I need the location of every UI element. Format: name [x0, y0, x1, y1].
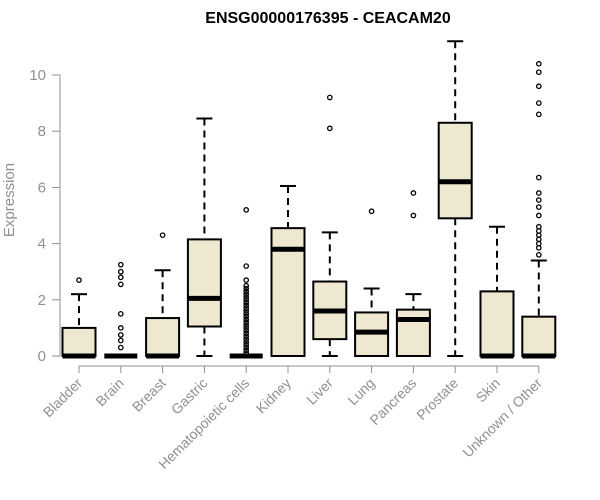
outlier-point — [243, 282, 250, 289]
outlier-point — [243, 322, 250, 328]
x-tick-label: Unknown / Other — [459, 375, 545, 461]
outlier-point — [243, 350, 250, 357]
plot-area — [61, 40, 557, 359]
outlier-point — [243, 285, 250, 292]
outlier-point — [326, 125, 333, 132]
x-tick-label: Bladder — [40, 375, 86, 421]
box — [521, 315, 557, 358]
outlier-point — [243, 344, 250, 351]
outlier-point — [535, 197, 542, 203]
outlier-point — [243, 333, 250, 340]
outlier-point — [243, 291, 250, 298]
y-axis-label: Expression — [1, 163, 18, 237]
box-group — [270, 184, 306, 358]
box-group — [61, 277, 97, 359]
outlier-point — [326, 94, 333, 101]
box-group — [104, 261, 138, 359]
box — [395, 308, 431, 358]
outlier-point — [243, 302, 250, 309]
outlier-point — [243, 277, 250, 283]
outlier-point — [243, 305, 250, 312]
outlier-point — [243, 327, 250, 334]
outlier-point — [243, 310, 250, 317]
outlier-point — [117, 274, 124, 281]
outlier-point — [535, 204, 542, 210]
outlier-point — [410, 190, 417, 196]
y-tick-label: 8 — [38, 123, 46, 140]
outlier-point — [117, 325, 124, 331]
box-group — [437, 40, 473, 357]
outlier-point — [117, 310, 124, 317]
outlier-point — [159, 232, 166, 239]
outlier-point — [117, 261, 124, 268]
outlier-point — [243, 319, 250, 326]
box-group — [312, 94, 348, 357]
y-tick-label: 2 — [38, 292, 46, 309]
outlier-point — [535, 69, 542, 76]
y-tick-label: 4 — [38, 236, 46, 253]
outlier-point — [243, 339, 250, 345]
outlier-point — [243, 263, 250, 269]
outlier-point — [243, 325, 250, 331]
box-group — [145, 232, 181, 359]
outlier-point — [535, 60, 542, 67]
box-group — [186, 117, 222, 357]
outlier-point — [243, 330, 250, 337]
outlier-point — [243, 308, 250, 314]
box-group — [479, 225, 515, 359]
outlier-point — [535, 190, 542, 196]
x-tick-label: Liver — [303, 375, 336, 408]
outlier-point — [243, 341, 250, 348]
outlier-point — [535, 251, 542, 258]
y-tick-label: 10 — [29, 67, 46, 84]
outlier-point — [535, 174, 542, 181]
outlier-point — [535, 212, 542, 219]
outlier-point — [243, 296, 250, 303]
outlier-point — [117, 281, 124, 288]
box — [145, 317, 181, 358]
box-group — [521, 60, 557, 359]
box — [186, 238, 222, 328]
outlier-point — [243, 288, 250, 295]
outlier-point — [117, 268, 124, 275]
outlier-point — [117, 332, 124, 338]
outlier-point — [243, 313, 250, 320]
outlier-point — [243, 207, 250, 213]
outlier-point — [535, 83, 542, 90]
box-group — [354, 208, 390, 358]
x-tick-label: Lung — [344, 375, 377, 408]
box — [479, 290, 515, 357]
outlier-point — [535, 223, 542, 230]
outlier-point — [410, 212, 417, 219]
box — [437, 121, 473, 220]
outlier-point — [243, 347, 250, 354]
x-tick-label: Kidney — [253, 375, 295, 417]
chart-title: ENSG00000176395 - CEACAM20 — [205, 10, 451, 27]
x-tick-label: Brain — [92, 375, 126, 409]
y-tick-label: 6 — [38, 179, 46, 196]
outlier-point — [76, 277, 82, 283]
x-tick-label: Breast — [129, 375, 169, 415]
outlier-point — [243, 294, 250, 300]
outlier-point — [243, 299, 250, 306]
y-tick-label: 0 — [38, 348, 46, 365]
box — [61, 326, 97, 357]
x-tick-label: Prostate — [413, 375, 461, 423]
outlier-point — [535, 100, 542, 106]
y-axis: 0 2 4 6 8 10 — [29, 67, 61, 365]
outlier-point — [117, 337, 124, 344]
outlier-point — [368, 208, 375, 215]
outlier-point — [117, 344, 124, 351]
outlier-point — [243, 316, 250, 323]
x-tick-label: Skin — [473, 375, 504, 406]
box-group — [229, 207, 263, 359]
box-group — [395, 190, 431, 358]
outlier-point — [243, 336, 250, 342]
outlier-point — [535, 111, 542, 118]
